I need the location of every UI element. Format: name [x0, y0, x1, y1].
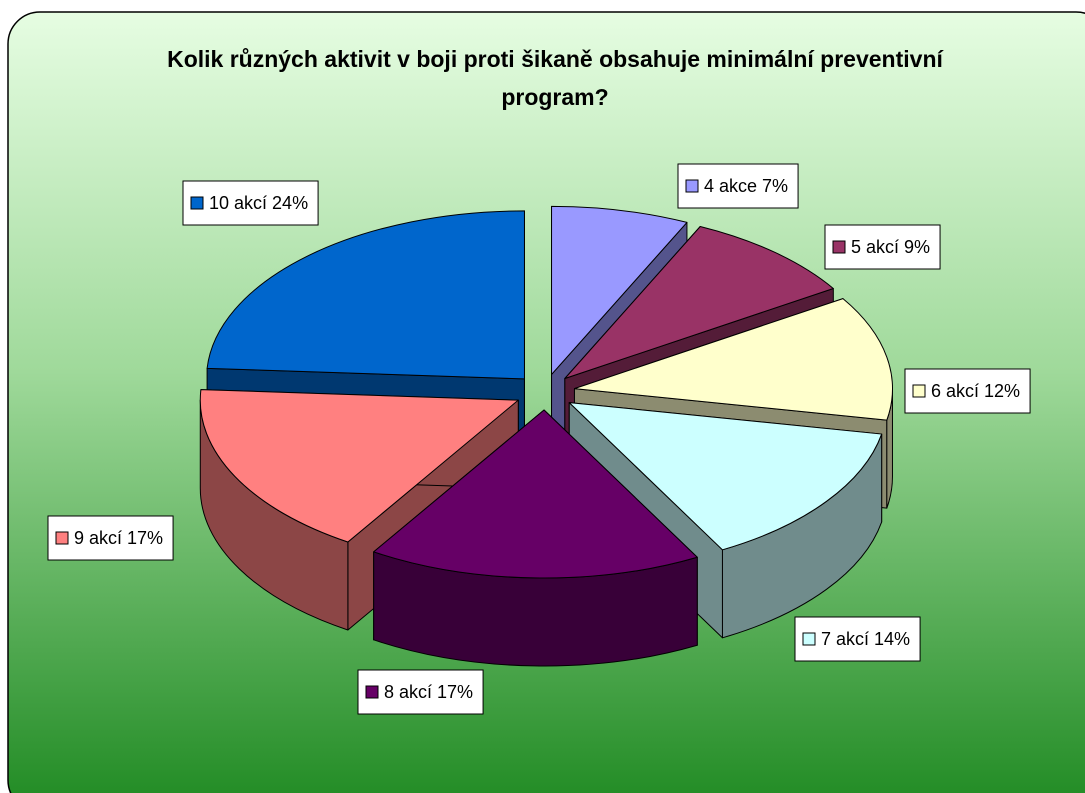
- data-label: 5 akcí 9%: [824, 224, 941, 270]
- label-value: 12%: [984, 381, 1020, 401]
- chart-title: Kolik různých aktivit v boji proti šikan…: [167, 46, 943, 110]
- label-box: [794, 616, 921, 662]
- label-value: 14%: [874, 629, 910, 649]
- label-text: 7 akcí 14%: [821, 629, 910, 649]
- label-category: 9 akcí: [74, 528, 122, 548]
- label-value: 17%: [127, 528, 163, 548]
- data-label: 9 akcí 17%: [47, 515, 174, 561]
- slice: [551, 205, 688, 375]
- legend-key: [912, 384, 926, 398]
- slice: [573, 298, 893, 421]
- label-text: 5 akcí 9%: [851, 237, 930, 257]
- label-category: 10 akcí: [209, 193, 267, 213]
- label-box: [182, 180, 319, 226]
- label-text: 6 akcí 12%: [931, 381, 1020, 401]
- label-box: [357, 669, 484, 715]
- legend-key: [802, 632, 816, 646]
- label-box: [904, 368, 1031, 414]
- label-value: 17%: [437, 682, 473, 702]
- data-label: 4 akce 7%: [677, 163, 799, 209]
- label-text: 9 akcí 17%: [74, 528, 163, 548]
- label-category: 4 akce: [704, 176, 757, 196]
- legend-key: [685, 179, 699, 193]
- label-text: 10 akcí 24%: [209, 193, 308, 213]
- label-value: 24%: [272, 193, 308, 213]
- legend-key: [190, 196, 204, 210]
- label-box: [47, 515, 174, 561]
- legend-key: [55, 531, 69, 545]
- data-label: 10 akcí 24%: [182, 180, 319, 226]
- label-value: 9%: [904, 237, 930, 257]
- label-category: 5 akcí: [851, 237, 899, 257]
- slice: [564, 225, 834, 379]
- slice: [568, 402, 883, 551]
- data-label: 6 akcí 12%: [904, 368, 1031, 414]
- slice: [373, 409, 698, 579]
- label-category: 8 akcí: [384, 682, 432, 702]
- label-category: 6 akcí: [931, 381, 979, 401]
- legend-key: [832, 240, 846, 254]
- label-value: 7%: [762, 176, 788, 196]
- label-category: 7 akcí: [821, 629, 869, 649]
- legend-key: [365, 685, 379, 699]
- data-label: 8 akcí 17%: [357, 669, 484, 715]
- label-text: 8 akcí 17%: [384, 682, 473, 702]
- slice: [206, 210, 525, 380]
- label-text: 4 akce 7%: [704, 176, 788, 196]
- data-label: 7 akcí 14%: [794, 616, 921, 662]
- slice: [199, 389, 519, 543]
